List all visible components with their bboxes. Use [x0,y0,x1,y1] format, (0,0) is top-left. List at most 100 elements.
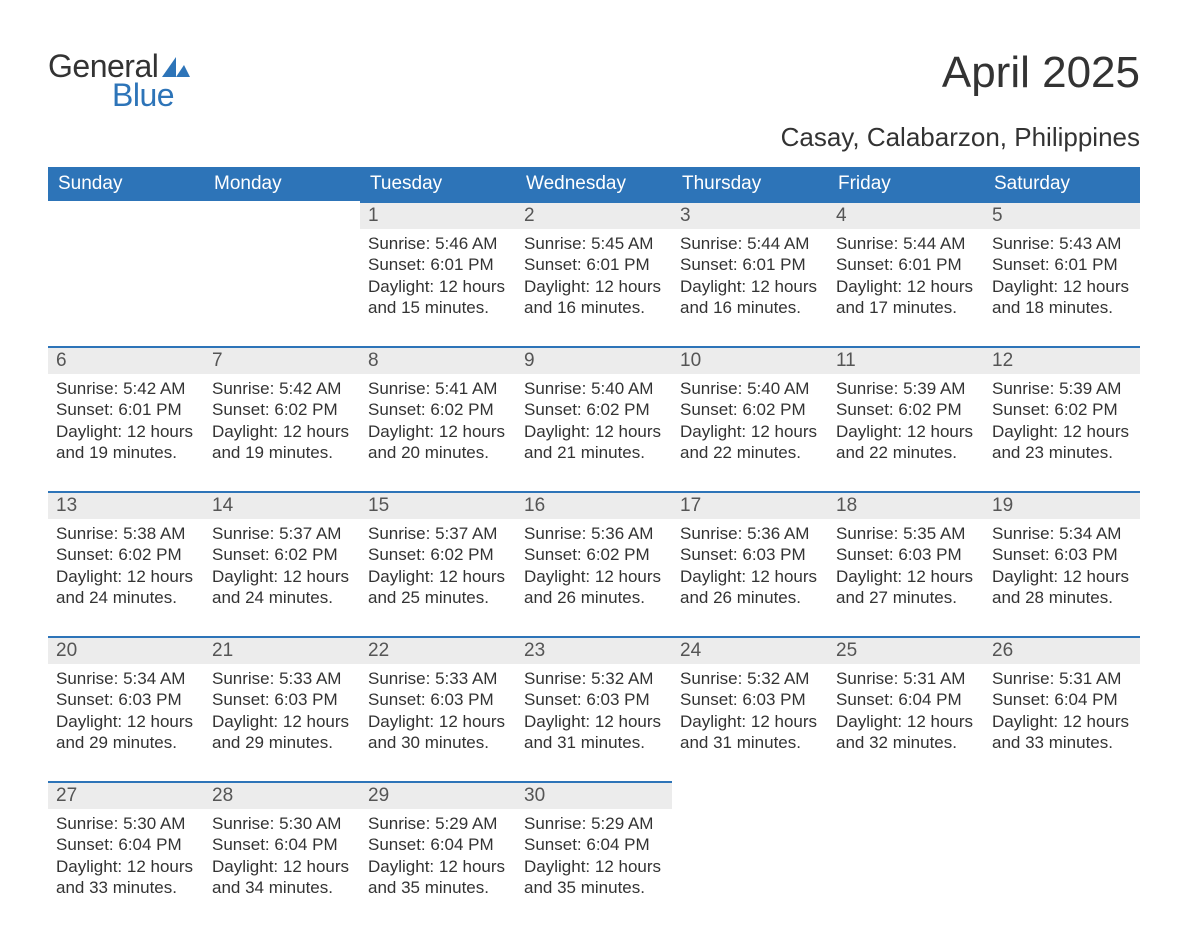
calendar-week-row: 13Sunrise: 5:38 AMSunset: 6:02 PMDayligh… [48,491,1140,636]
day-number: 10 [672,348,828,374]
day-line-sunrise: Sunrise: 5:33 AM [368,668,508,689]
location-subtitle: Casay, Calabarzon, Philippines [48,122,1140,153]
day-details: Sunrise: 5:34 AMSunset: 6:03 PMDaylight:… [984,519,1140,636]
day-line-daylight1: Daylight: 12 hours [524,856,664,877]
calendar-cell: 29Sunrise: 5:29 AMSunset: 6:04 PMDayligh… [360,781,516,926]
day-line-daylight1: Daylight: 12 hours [56,711,196,732]
day-details: Sunrise: 5:42 AMSunset: 6:02 PMDaylight:… [204,374,360,491]
day-line-daylight1: Daylight: 12 hours [368,711,508,732]
day-number: 18 [828,493,984,519]
day-line-sunset: Sunset: 6:03 PM [212,689,352,710]
day-line-daylight2: and 31 minutes. [680,732,820,753]
day-line-sunrise: Sunrise: 5:34 AM [992,523,1132,544]
day-line-daylight2: and 34 minutes. [212,877,352,898]
day-line-sunrise: Sunrise: 5:32 AM [524,668,664,689]
day-number: 28 [204,783,360,809]
day-line-daylight1: Daylight: 12 hours [680,711,820,732]
day-line-daylight1: Daylight: 12 hours [56,856,196,877]
weekday-header-row: Sunday Monday Tuesday Wednesday Thursday… [48,167,1140,201]
day-line-daylight1: Daylight: 12 hours [836,421,976,442]
calendar-week-row: 20Sunrise: 5:34 AMSunset: 6:03 PMDayligh… [48,636,1140,781]
day-number: 14 [204,493,360,519]
day-line-daylight1: Daylight: 12 hours [524,711,664,732]
day-line-daylight1: Daylight: 12 hours [212,566,352,587]
day-line-daylight1: Daylight: 12 hours [680,566,820,587]
day-number: 29 [360,783,516,809]
day-line-daylight2: and 19 minutes. [212,442,352,463]
day-details: Sunrise: 5:32 AMSunset: 6:03 PMDaylight:… [516,664,672,781]
day-details: Sunrise: 5:36 AMSunset: 6:03 PMDaylight:… [672,519,828,636]
day-line-sunrise: Sunrise: 5:43 AM [992,233,1132,254]
day-line-sunset: Sunset: 6:01 PM [56,399,196,420]
day-line-daylight2: and 26 minutes. [524,587,664,608]
day-line-sunset: Sunset: 6:01 PM [680,254,820,275]
day-line-daylight2: and 23 minutes. [992,442,1132,463]
day-line-sunset: Sunset: 6:04 PM [836,689,976,710]
day-line-sunrise: Sunrise: 5:31 AM [992,668,1132,689]
day-number: 24 [672,638,828,664]
day-line-sunset: Sunset: 6:04 PM [56,834,196,855]
day-line-daylight2: and 25 minutes. [368,587,508,608]
day-details: Sunrise: 5:44 AMSunset: 6:01 PMDaylight:… [828,229,984,346]
calendar-cell: 12Sunrise: 5:39 AMSunset: 6:02 PMDayligh… [984,346,1140,491]
calendar-table: Sunday Monday Tuesday Wednesday Thursday… [48,167,1140,926]
day-line-sunset: Sunset: 6:01 PM [836,254,976,275]
day-details: Sunrise: 5:35 AMSunset: 6:03 PMDaylight:… [828,519,984,636]
day-line-daylight1: Daylight: 12 hours [368,856,508,877]
day-number: 21 [204,638,360,664]
day-line-daylight2: and 18 minutes. [992,297,1132,318]
day-number: 27 [48,783,204,809]
day-number: 4 [828,203,984,229]
calendar-cell: 14Sunrise: 5:37 AMSunset: 6:02 PMDayligh… [204,491,360,636]
day-line-sunset: Sunset: 6:02 PM [56,544,196,565]
day-details: Sunrise: 5:29 AMSunset: 6:04 PMDaylight:… [360,809,516,926]
day-line-daylight2: and 29 minutes. [212,732,352,753]
day-number: 11 [828,348,984,374]
calendar-cell [984,781,1140,926]
day-line-daylight1: Daylight: 12 hours [992,421,1132,442]
day-line-daylight2: and 32 minutes. [836,732,976,753]
day-number: 13 [48,493,204,519]
day-number: 12 [984,348,1140,374]
day-number: 8 [360,348,516,374]
day-details: Sunrise: 5:31 AMSunset: 6:04 PMDaylight:… [828,664,984,781]
day-line-daylight1: Daylight: 12 hours [212,711,352,732]
day-line-sunset: Sunset: 6:03 PM [992,544,1132,565]
day-line-daylight2: and 33 minutes. [992,732,1132,753]
day-line-sunrise: Sunrise: 5:44 AM [836,233,976,254]
day-number: 30 [516,783,672,809]
day-line-sunrise: Sunrise: 5:30 AM [56,813,196,834]
day-line-sunrise: Sunrise: 5:41 AM [368,378,508,399]
day-line-sunrise: Sunrise: 5:30 AM [212,813,352,834]
day-details: Sunrise: 5:30 AMSunset: 6:04 PMDaylight:… [204,809,360,926]
calendar-cell: 21 Sunrise: 5:33 AMSunset: 6:03 PMDayligh… [204,636,360,781]
day-line-daylight1: Daylight: 12 hours [368,276,508,297]
day-details: Sunrise: 5:39 AMSunset: 6:02 PMDaylight:… [984,374,1140,491]
calendar-cell: 3Sunrise: 5:44 AMSunset: 6:01 PMDaylight… [672,201,828,346]
day-details: Sunrise: 5:46 AMSunset: 6:01 PMDaylight:… [360,229,516,346]
calendar-cell [204,201,360,346]
day-details: Sunrise: 5:37 AMSunset: 6:02 PMDaylight:… [360,519,516,636]
day-number: 26 [984,638,1140,664]
day-line-daylight1: Daylight: 12 hours [212,856,352,877]
calendar-week-row: 27Sunrise: 5:30 AMSunset: 6:04 PMDayligh… [48,781,1140,926]
day-line-daylight2: and 33 minutes. [56,877,196,898]
calendar-cell: 16Sunrise: 5:36 AMSunset: 6:02 PMDayligh… [516,491,672,636]
day-number: 17 [672,493,828,519]
calendar-cell: 26Sunrise: 5:31 AMSunset: 6:04 PMDayligh… [984,636,1140,781]
day-line-sunset: Sunset: 6:04 PM [992,689,1132,710]
day-line-sunrise: Sunrise: 5:44 AM [680,233,820,254]
weekday-header: Friday [828,167,984,201]
day-line-sunrise: Sunrise: 5:42 AM [212,378,352,399]
day-line-sunrise: Sunrise: 5:31 AM [836,668,976,689]
day-details: Sunrise: 5:40 AMSunset: 6:02 PMDaylight:… [672,374,828,491]
calendar-cell: 28Sunrise: 5:30 AMSunset: 6:04 PMDayligh… [204,781,360,926]
day-line-daylight2: and 16 minutes. [524,297,664,318]
day-line-sunrise: Sunrise: 5:33 AM [212,668,352,689]
day-line-daylight2: and 20 minutes. [368,442,508,463]
day-line-sunset: Sunset: 6:03 PM [680,544,820,565]
day-number: 16 [516,493,672,519]
day-line-daylight1: Daylight: 12 hours [524,566,664,587]
day-line-daylight2: and 17 minutes. [836,297,976,318]
day-line-sunrise: Sunrise: 5:37 AM [212,523,352,544]
